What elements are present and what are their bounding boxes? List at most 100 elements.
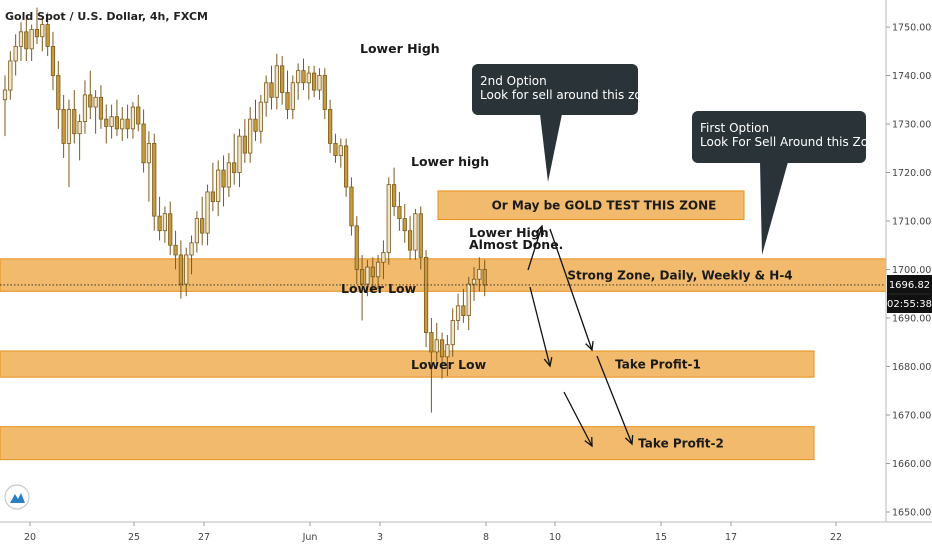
candle-body-17 [93,96,98,108]
x-tick-label-2: 27 [198,532,210,543]
candle-body-63 [338,145,343,156]
candle-body-11 [61,109,66,144]
candle-body-65 [349,186,354,227]
candle-body-87 [466,283,471,316]
candle-body-70 [375,261,381,278]
candle-body-35 [189,242,194,256]
candle-body-79 [423,256,429,333]
arrow-head-1 [535,224,544,236]
callout-tail-1 [540,114,562,182]
annotation-label-2: Lower high [411,154,489,169]
candle-body-39 [210,191,215,202]
zone-label-2: Strong Zone, Daily, Weekly & H-4 [567,269,792,283]
candle-body-30 [162,213,167,232]
candle-body-62 [333,142,338,156]
zone-1 [437,190,745,221]
candle-body-24 [130,106,136,130]
callout-2-line-2: Look For Sell Around this Zone. [700,135,887,149]
candle-body-72 [386,184,391,253]
candle-body-89 [477,269,482,280]
candle-body-53 [285,92,290,110]
arrows-layer [527,224,634,448]
x-tick-label-0: 20 [24,532,36,543]
candle-body-34 [184,254,189,285]
y-tick-label-6: 1710.00 [892,217,931,228]
y-tick-label-1: 1660.00 [892,459,931,470]
candle-body-38 [205,191,210,234]
candle-body-3 [18,31,24,47]
candle-body-10 [56,75,61,110]
candle-body-37 [200,218,205,234]
time-axis-ticks: 20 25 27 Jun 3 8 10 15 17 22 [24,522,842,543]
candle-body-45 [242,135,247,154]
x-tick-label-8: 17 [725,532,737,543]
y-tick-label-3: 1680.00 [892,362,931,373]
candle-body-32 [173,244,178,256]
price-axis-panel[interactable] [886,0,932,522]
candle-body-20 [109,116,114,127]
zone-label-3: Take Profit-1 [615,358,701,372]
candle-body-6 [34,29,40,38]
current-price-badge: 1696.82 02:55:38 [887,275,932,313]
arrow-shaft-3 [529,286,551,367]
candle-body-77 [413,213,418,251]
x-tick-label-1: 25 [128,532,140,543]
candle-body-84 [450,320,455,346]
candle-body-42 [226,162,231,188]
annotation-label-5: Lower High [469,225,549,240]
candle-body-21 [114,116,120,130]
callout-1-line-1: 2nd Option [480,74,547,88]
candle-body-36 [194,218,199,244]
candle-body-69 [370,266,375,278]
x-tick-label-6: 10 [549,532,561,543]
price-axis-ticks: 1650.00 1660.00 1670.00 1680.00 1690.00 1700.… [886,23,931,519]
y-tick-label-0: 1650.00 [892,508,931,519]
logo-mountain-icon [10,493,25,503]
zone-3 [0,350,815,378]
callout-box-1 [472,64,638,115]
candle-body-80 [429,332,434,353]
candle-body-71 [381,252,386,263]
candle-body-90 [482,269,487,286]
y-tick-label-8: 1730.00 [892,120,931,131]
y-tick-label-9: 1740.00 [892,71,931,82]
candle-body-67 [360,269,365,285]
candle-body-12 [66,109,72,144]
y-tick-label-5: 1700.00 [892,265,931,276]
annotation-label-6: Almost Done. [469,237,563,252]
candle-body-68 [365,266,370,285]
price-badge-value: 1696.82 [889,280,930,291]
zone-label-4: Take Profit-2 [638,437,724,451]
candle-body-26 [141,123,146,164]
candle-body-76 [407,230,413,251]
candle-body-8 [45,24,50,47]
time-axis-panel[interactable] [0,522,932,550]
candle-body-75 [402,218,407,232]
candle-body-82 [439,339,445,358]
candle-body-9 [50,46,56,76]
annotation-label-3: Lower Low [341,281,417,296]
x-tick-label-3: Jun [302,532,318,543]
candle-body-29 [157,215,162,232]
y-tick-label-7: 1720.00 [892,168,931,179]
x-tick-label-4: 3 [377,532,383,543]
candle-body-41 [221,169,226,188]
candle-body-15 [82,94,88,122]
candle-body-74 [397,206,402,219]
candle-body-86 [461,305,466,316]
arrow-shaft-1 [527,225,543,271]
callout-1-line-2: Look for sell around this zone. [480,88,661,102]
candle-body-16 [88,94,93,108]
tradingview-logo[interactable] [4,484,30,510]
arrow-shaft-4 [596,355,633,445]
candle-body-4 [24,31,29,50]
candle-body-46 [248,118,253,154]
candle-body-14 [77,121,82,135]
arrow-shaft-2 [549,228,593,351]
candle-body-60 [322,75,327,110]
candle-body-61 [328,109,333,144]
candle-body-19 [104,118,109,127]
candle-body-50 [269,82,274,98]
